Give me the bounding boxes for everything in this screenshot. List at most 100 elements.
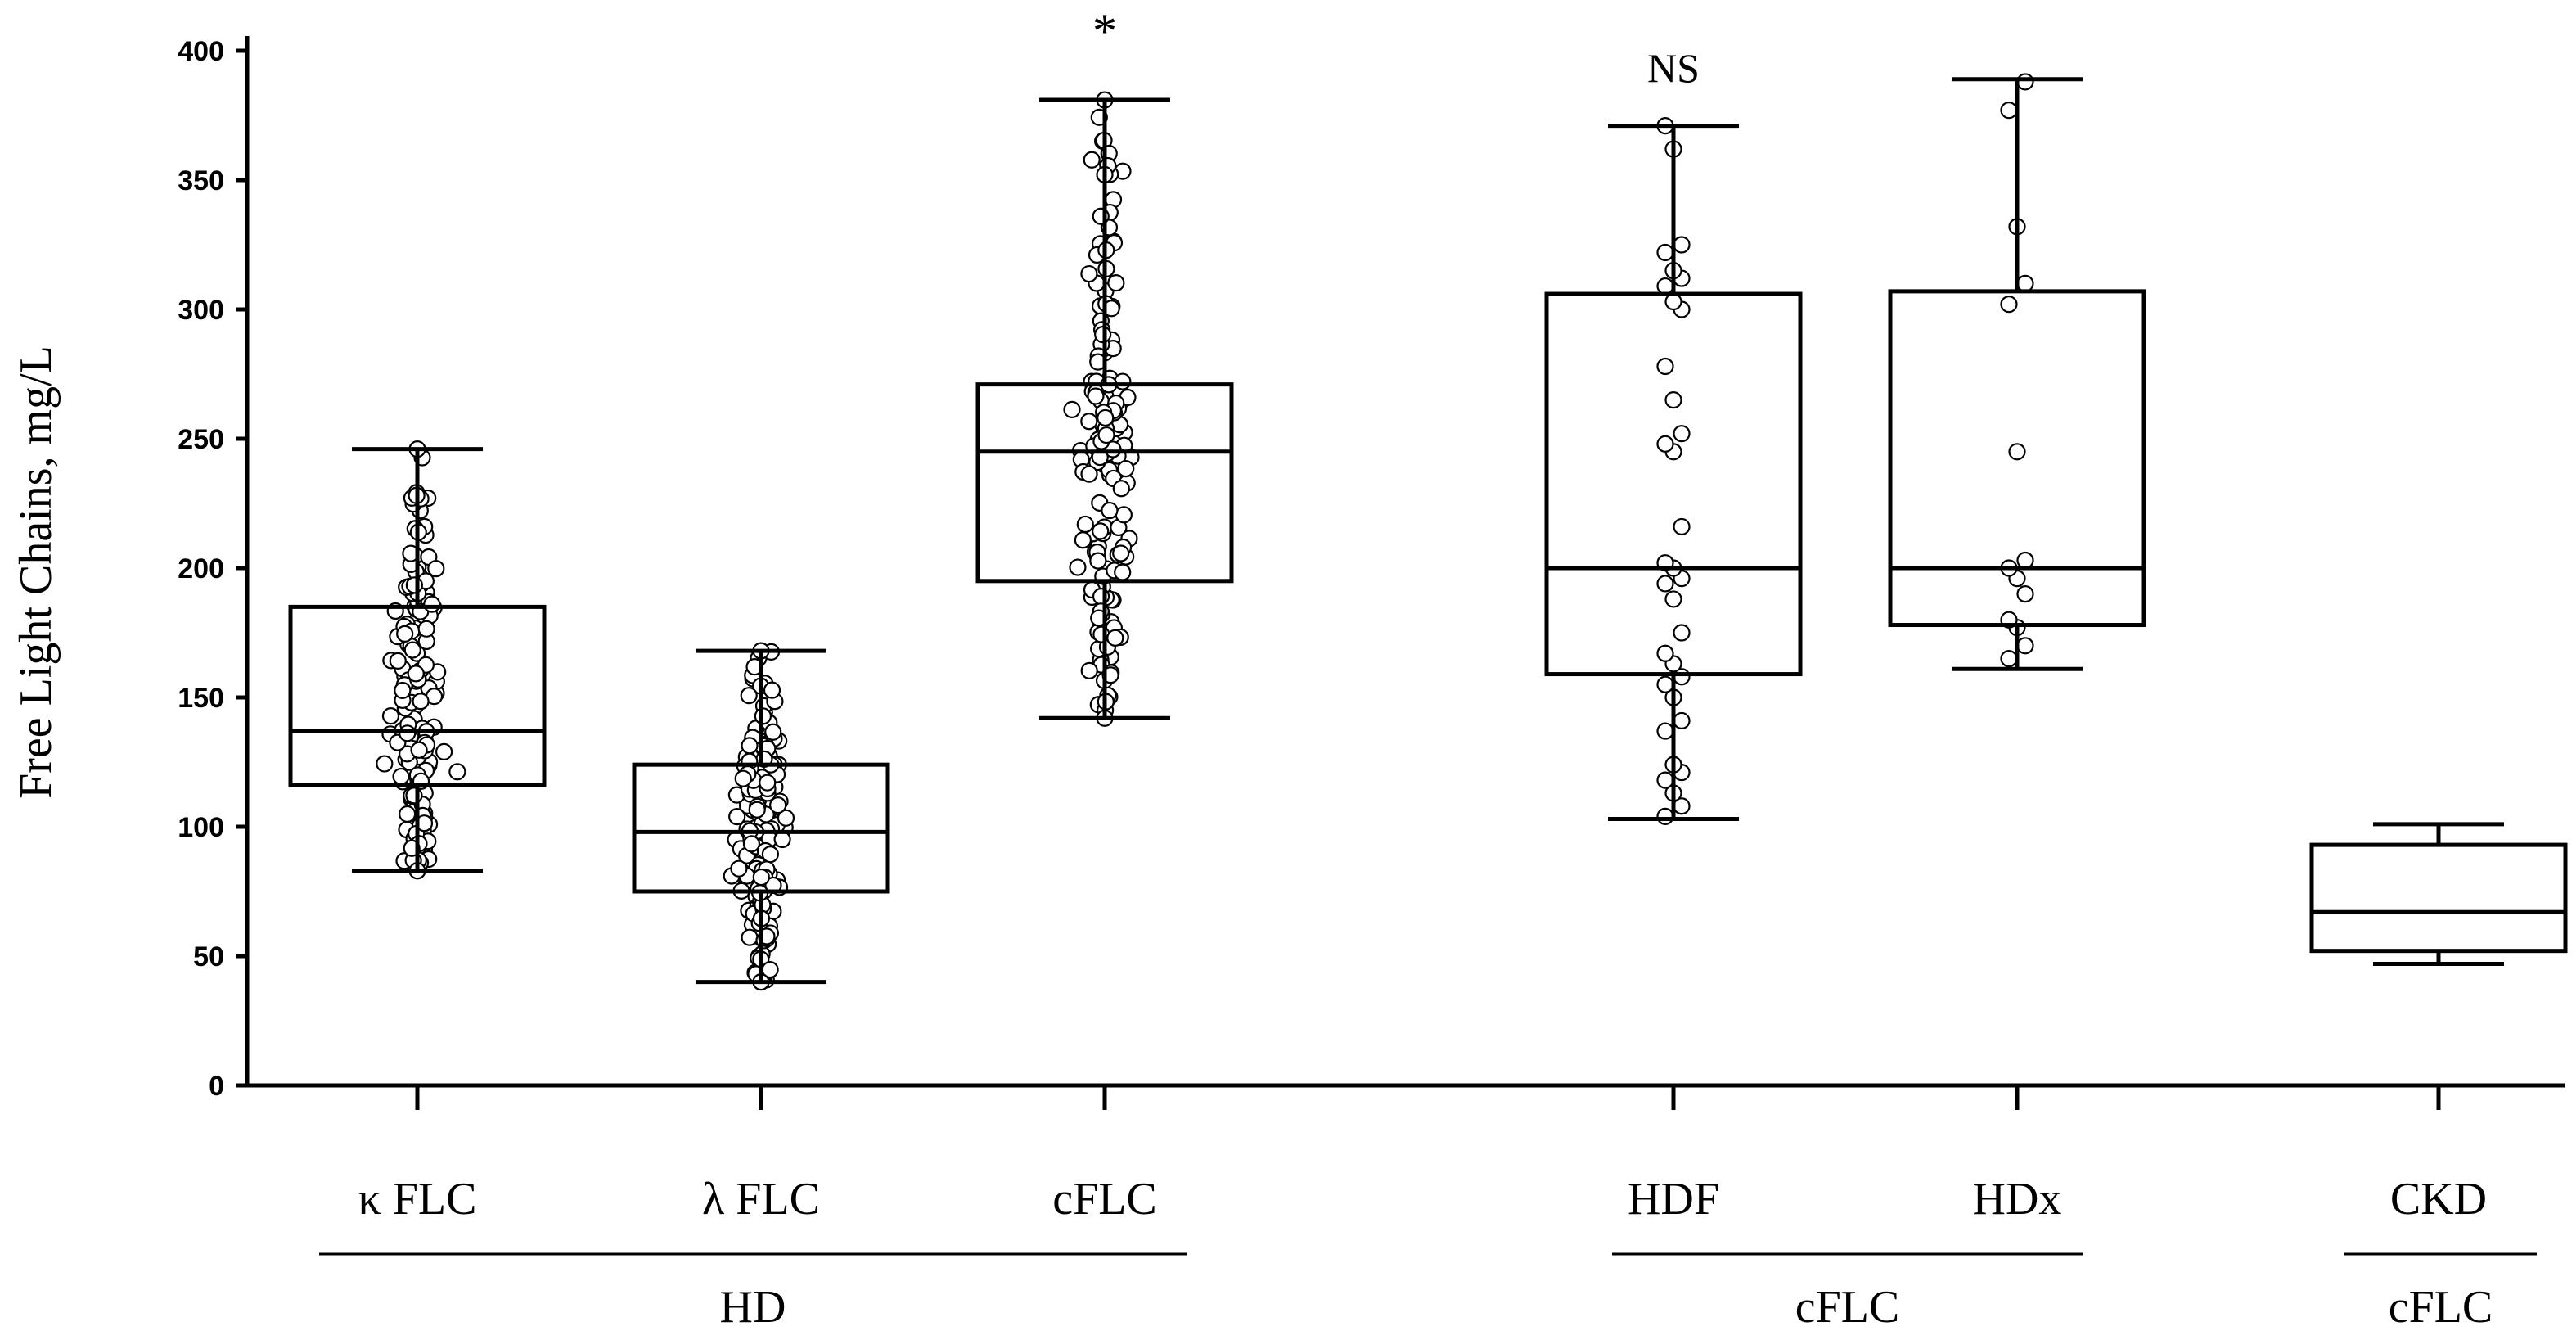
data-point	[734, 769, 752, 787]
data-point	[1673, 624, 1691, 642]
data-point	[1115, 506, 1133, 524]
data-point	[1673, 517, 1691, 536]
data-point	[394, 681, 412, 700]
data-point	[405, 787, 423, 805]
data-point	[399, 724, 417, 742]
data-point	[2016, 73, 2034, 91]
data-point	[2000, 649, 2018, 668]
data-point	[1080, 264, 1098, 283]
data-point	[1076, 515, 1094, 534]
category-label: HDx	[1973, 1174, 2062, 1225]
box-CKD	[2309, 822, 2568, 966]
data-point	[1117, 459, 1135, 478]
data-point	[763, 681, 781, 699]
box-HDF	[1544, 124, 1803, 822]
y-tick-label: 150	[178, 683, 224, 714]
data-point	[752, 868, 770, 887]
data-point	[2016, 637, 2034, 655]
data-point	[410, 741, 428, 759]
data-point	[396, 625, 414, 643]
data-point	[1656, 435, 1674, 453]
data-point	[435, 742, 453, 760]
y-axis-title: Free Light Chains, mg/L	[11, 345, 61, 799]
data-point	[1656, 277, 1674, 296]
data-points	[376, 73, 2034, 991]
axes	[245, 36, 2565, 1088]
data-point	[1656, 575, 1674, 593]
y-tick-label: 250	[178, 424, 224, 455]
category-label: κ FLC	[358, 1174, 477, 1225]
data-point	[403, 641, 421, 659]
box-κ FLC	[288, 447, 547, 873]
data-point	[1107, 274, 1125, 292]
data-point	[1080, 413, 1098, 431]
group-labels: HD cFLC cFLC	[319, 1252, 2537, 1333]
data-point	[1112, 544, 1130, 562]
y-tick-label: 0	[209, 1071, 224, 1102]
data-point	[1087, 387, 1105, 405]
data-point	[741, 928, 759, 946]
data-point	[1069, 558, 1087, 576]
data-point	[376, 755, 394, 773]
data-point	[1114, 563, 1132, 581]
data-point	[1080, 661, 1098, 679]
boxes	[288, 77, 2568, 985]
data-point	[427, 560, 445, 578]
box-λ FLC	[632, 648, 890, 985]
y-tick-label: 50	[193, 941, 224, 972]
data-point	[405, 576, 423, 594]
significance-annotation: *	[1092, 4, 1117, 58]
y-tick-label: 400	[178, 36, 224, 67]
data-point	[1097, 408, 1115, 427]
data-point	[412, 693, 430, 711]
data-point	[730, 859, 748, 878]
data-point	[773, 830, 791, 849]
data-point	[2000, 102, 2018, 120]
data-point	[2016, 551, 2034, 570]
data-point	[1673, 425, 1691, 443]
data-point	[769, 796, 787, 814]
data-point	[1656, 243, 1674, 262]
y-tick-label: 200	[178, 553, 224, 584]
data-point	[407, 665, 425, 683]
group-label: cFLC	[1795, 1282, 1900, 1333]
data-point	[759, 774, 777, 792]
category-label: cFLC	[1052, 1174, 1157, 1225]
data-point	[1097, 426, 1115, 444]
data-point	[777, 809, 795, 827]
box-iqr	[1544, 291, 1803, 677]
data-point	[761, 846, 779, 864]
data-point	[1656, 675, 1674, 693]
data-point	[1083, 151, 1101, 169]
data-point	[2016, 274, 2034, 292]
y-ticks: 0 50 100 150 200 250 300 350 400	[178, 36, 247, 1102]
data-point	[1673, 236, 1691, 254]
data-point	[1656, 357, 1674, 376]
data-point	[1673, 711, 1691, 730]
data-point	[1664, 590, 1682, 608]
data-point	[1664, 391, 1682, 409]
significance-annotation: NS	[1647, 45, 1700, 91]
data-point	[1656, 807, 1674, 825]
data-point	[448, 763, 466, 781]
y-tick-label: 350	[178, 165, 224, 196]
data-point	[2000, 296, 2018, 314]
data-point	[741, 737, 759, 755]
data-point	[1112, 480, 1130, 498]
data-point	[740, 687, 758, 705]
data-point	[1656, 644, 1674, 662]
data-point	[2008, 443, 2026, 461]
data-point	[392, 767, 410, 786]
data-point	[1092, 522, 1110, 540]
group-label: cFLC	[2389, 1282, 2493, 1333]
data-point	[389, 652, 407, 670]
box-iqr	[2309, 842, 2568, 954]
category-labels: κ FLC λ FLC cFLC HDF HDx CKD	[358, 1085, 2487, 1225]
data-point	[728, 808, 746, 826]
data-point	[1089, 552, 1107, 570]
y-tick-label: 100	[178, 812, 224, 843]
data-point	[1656, 722, 1674, 740]
data-point	[748, 801, 766, 819]
data-point	[1080, 465, 1098, 483]
